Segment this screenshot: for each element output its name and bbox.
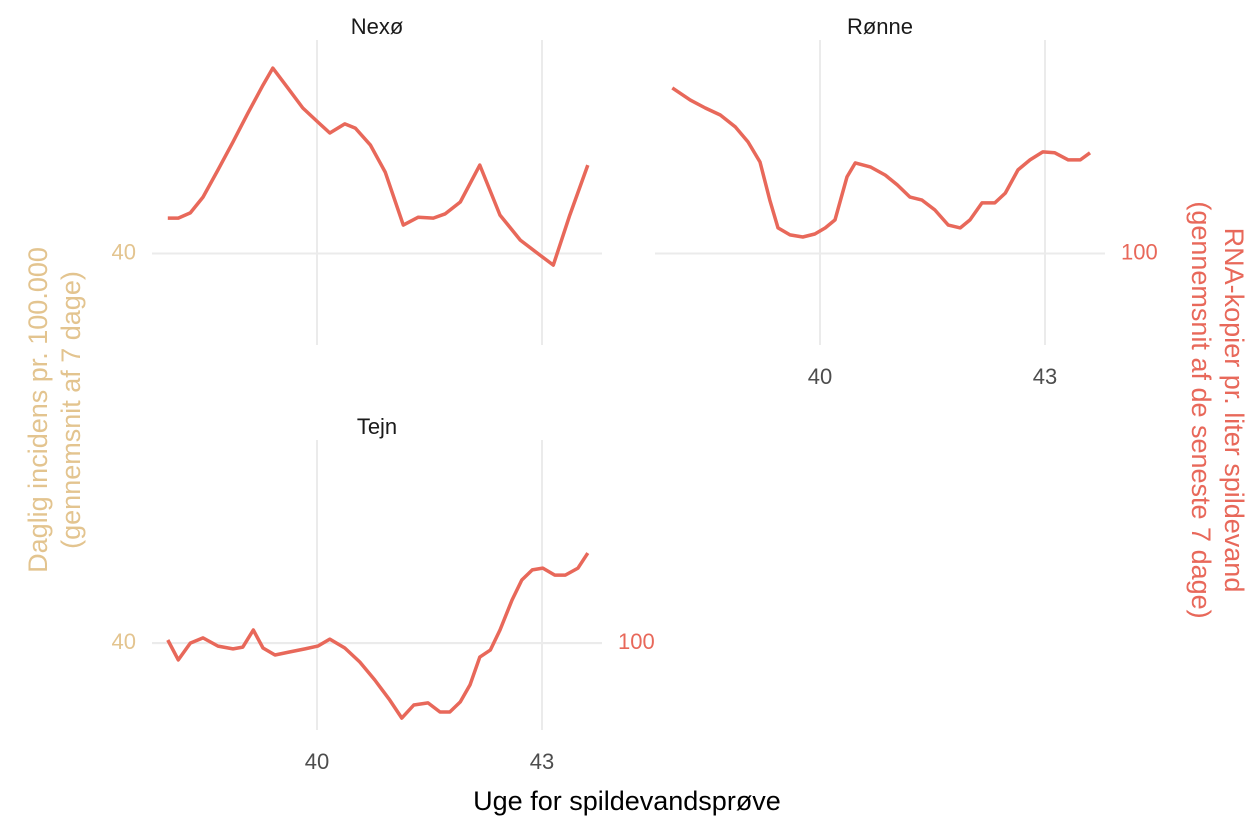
line-series: [167, 66, 590, 267]
y-tick-label: 40: [112, 629, 136, 654]
x-tick-label: 43: [1033, 364, 1057, 389]
y2-axis-title-line: RNA-kopier pr. liter spildevand: [1219, 228, 1249, 593]
y2-axis-title: RNA-kopier pr. liter spildevand (gennems…: [1186, 201, 1249, 618]
x-tick-label: 43: [530, 749, 554, 774]
panel-title: Rønne: [847, 14, 913, 39]
panel-title: Nexø: [351, 14, 404, 39]
y2-tick-label: 100: [618, 629, 655, 654]
y-axis-title: Daglig incidens pr. 100.000 (gennemsnit …: [23, 247, 86, 573]
panel-title: Tejn: [357, 414, 397, 439]
x-tick-label: 40: [808, 364, 832, 389]
y-axis-title-line: (gennemsnit af 7 dage): [56, 271, 86, 549]
line-series: [166, 552, 590, 720]
y-axis-title-line: Daglig incidens pr. 100.000: [23, 247, 53, 573]
y2-axis-title-line: (gennemsnit af de seneste 7 dage): [1186, 201, 1216, 618]
line-series: [671, 86, 1092, 239]
x-tick-label: 40: [305, 749, 329, 774]
y2-tick-label: 100: [1121, 239, 1158, 264]
y-tick-label: 40: [112, 239, 136, 264]
x-axis-title: Uge for spildevandsprøve: [473, 786, 781, 816]
